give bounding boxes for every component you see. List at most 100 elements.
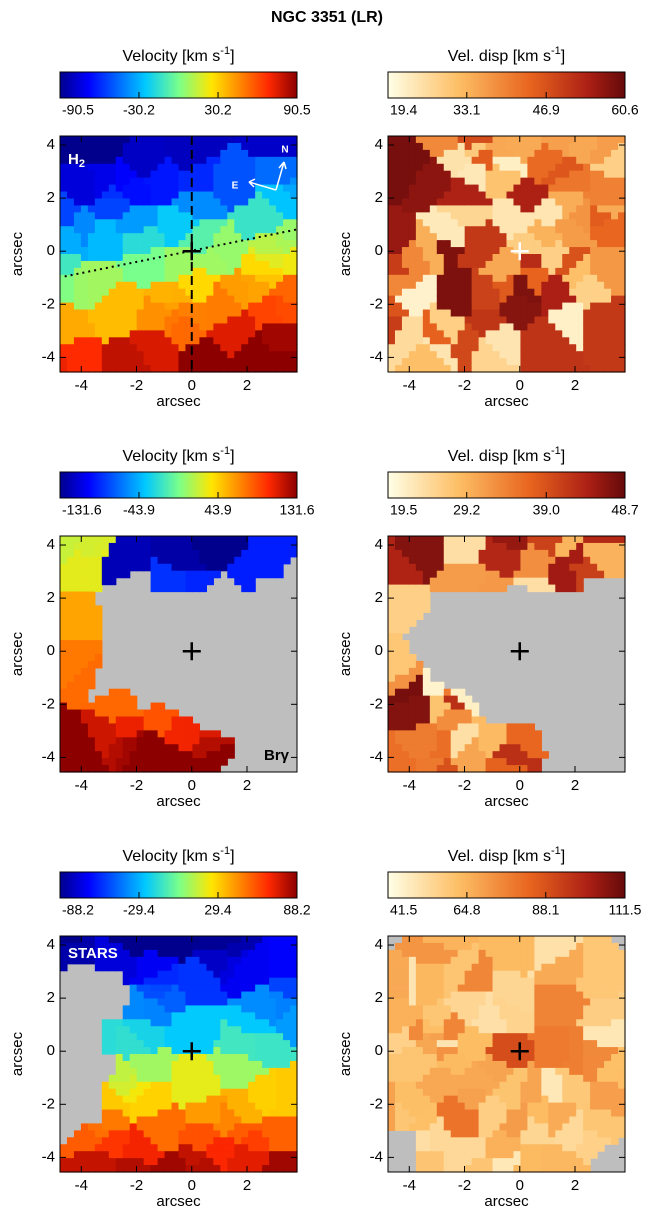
map-cell	[534, 295, 542, 304]
map-cell	[422, 226, 431, 234]
map-cell	[492, 295, 501, 304]
map-cell	[408, 956, 417, 965]
map-cell	[157, 1054, 166, 1062]
map-cell	[248, 170, 256, 179]
map-cell	[471, 274, 480, 283]
map-cell	[136, 212, 145, 220]
map-cell	[150, 177, 159, 186]
colorbar-title-sup: -1	[220, 845, 230, 857]
map-cell	[241, 260, 249, 269]
map-cell	[548, 365, 556, 373]
map-cell	[290, 1102, 298, 1111]
map-cell	[206, 984, 214, 993]
map-cell	[234, 549, 242, 558]
map-cell	[241, 1130, 249, 1138]
map-cell	[394, 226, 403, 234]
center-cross	[510, 642, 529, 661]
map-cell	[562, 267, 570, 276]
map-cell	[192, 142, 201, 151]
map-cell	[234, 184, 242, 193]
map-cell	[241, 1095, 249, 1104]
map-cell	[450, 949, 459, 958]
map-cell	[241, 1040, 249, 1048]
map-cell	[506, 330, 515, 338]
map-cell	[227, 288, 235, 297]
map-cell	[178, 330, 187, 338]
map-cell	[415, 163, 424, 172]
map-cell	[129, 737, 138, 745]
map-cell	[283, 1081, 291, 1090]
map-cell	[150, 556, 159, 565]
map-cell	[485, 577, 494, 586]
map-cell	[422, 591, 431, 600]
map-cell	[185, 191, 194, 200]
map-cell	[499, 577, 508, 586]
map-cell	[234, 991, 242, 1000]
map-cell	[555, 302, 563, 311]
map-cell	[576, 549, 584, 558]
map-cell	[122, 1054, 131, 1062]
map-cell	[471, 136, 480, 144]
map-cell	[513, 226, 522, 234]
map-cell	[429, 330, 438, 338]
map-cell	[562, 274, 570, 283]
map-cell	[206, 1137, 214, 1145]
map-cell	[527, 156, 535, 165]
map-cell	[220, 260, 228, 269]
map-cell	[129, 1102, 138, 1111]
map-cell	[422, 1116, 431, 1125]
map-cell	[569, 274, 577, 283]
map-cell	[122, 344, 131, 352]
map-cell	[87, 198, 96, 207]
map-cell	[171, 205, 180, 213]
map-cell	[269, 205, 277, 213]
map-cell	[164, 536, 173, 544]
map-cell	[415, 695, 424, 704]
map-cell	[401, 177, 410, 186]
map-cell	[164, 212, 173, 220]
map-cell	[422, 977, 431, 986]
map-cell	[388, 660, 396, 669]
map-cell	[122, 536, 131, 544]
map-cell	[590, 267, 598, 276]
map-cell	[576, 247, 584, 255]
map-cell	[94, 205, 103, 213]
map-cell	[555, 226, 563, 234]
map-cell	[115, 688, 124, 697]
map-cell	[199, 998, 207, 1007]
x-tick-label: 2	[243, 777, 251, 794]
map-cell	[388, 744, 396, 752]
map-cell	[122, 330, 131, 338]
map-cell	[583, 274, 591, 283]
map-cell	[101, 723, 110, 731]
map-cell	[220, 136, 228, 144]
map-cell	[450, 542, 459, 551]
map-cell	[241, 1116, 249, 1125]
map-cell	[499, 302, 508, 311]
map-cell	[604, 177, 612, 186]
map-cell	[499, 191, 508, 200]
map-cell	[429, 1116, 438, 1125]
map-cell	[80, 956, 89, 965]
map-cell	[436, 302, 445, 311]
map-cell	[506, 254, 515, 262]
map-cell	[143, 205, 152, 213]
map-cell	[269, 1019, 277, 1027]
map-cell	[122, 709, 131, 718]
map-cell	[443, 1130, 452, 1138]
map-cell	[157, 1067, 166, 1076]
map-cell	[485, 730, 494, 738]
map-cell	[429, 212, 438, 220]
map-cell	[548, 584, 556, 593]
map-cell	[262, 254, 270, 262]
map-cell	[136, 177, 145, 186]
map-cell	[143, 163, 152, 172]
map-cell	[157, 936, 166, 944]
map-cell	[527, 184, 535, 193]
map-cell	[129, 344, 138, 352]
map-cell	[436, 1005, 445, 1013]
map-cell	[429, 744, 438, 752]
map-cell	[241, 177, 249, 186]
map-cell	[108, 956, 117, 965]
map-cell	[185, 984, 194, 993]
